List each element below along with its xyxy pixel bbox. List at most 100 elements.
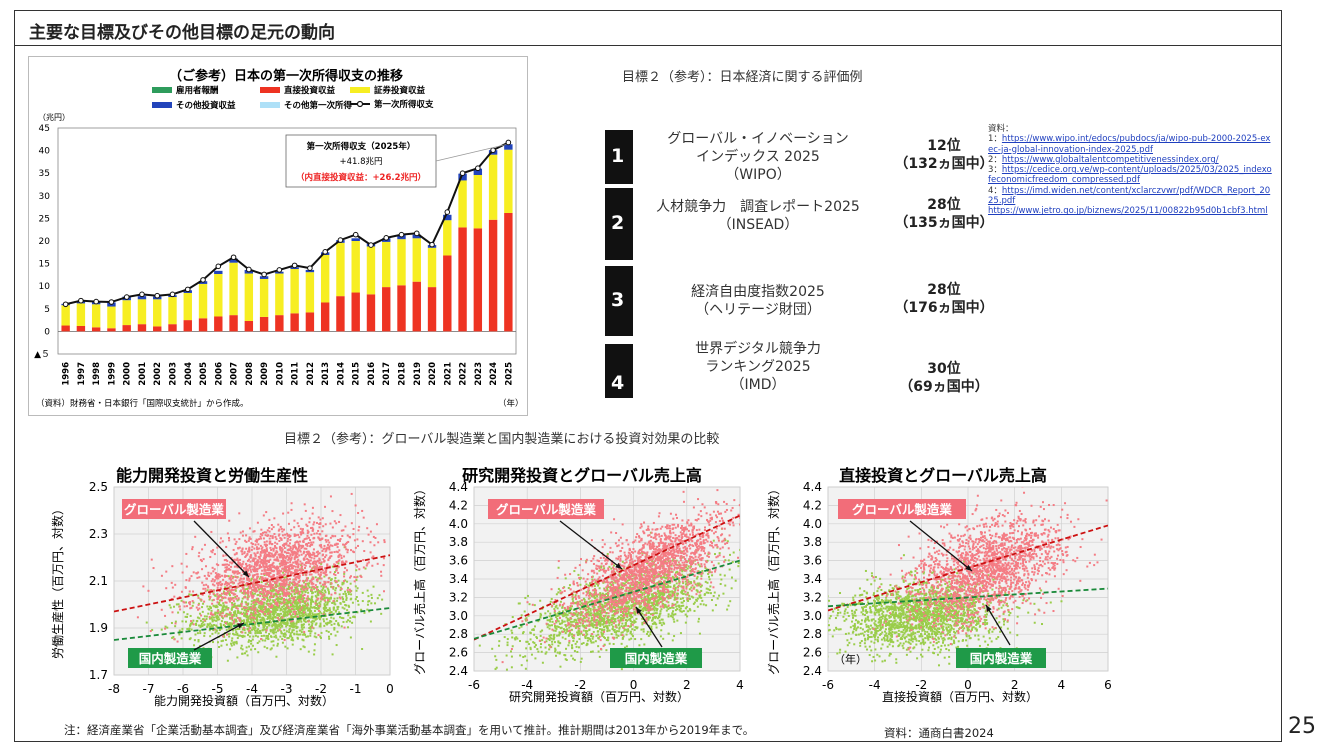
scatter-point bbox=[160, 628, 163, 631]
scatter-point bbox=[254, 634, 257, 637]
scatter-point bbox=[254, 568, 257, 571]
scatter-point bbox=[279, 607, 282, 610]
scatter-point bbox=[286, 537, 289, 540]
scatter-point bbox=[348, 605, 351, 608]
scatter-point bbox=[350, 549, 353, 552]
scatter-point bbox=[657, 599, 660, 602]
scatter-point bbox=[295, 554, 298, 557]
scatter-point bbox=[303, 617, 306, 620]
source-link[interactable]: https://www.wipo.int/edocs/pubdocs/ja/wi… bbox=[988, 134, 1271, 155]
scatter-point bbox=[273, 565, 276, 568]
scatter-point bbox=[308, 582, 311, 585]
scatter-point bbox=[305, 554, 308, 557]
scatter-point bbox=[210, 572, 213, 575]
scatter-point bbox=[252, 576, 255, 579]
scatter-point bbox=[263, 623, 266, 626]
scatter-point bbox=[251, 585, 254, 588]
scatter-point bbox=[286, 534, 289, 537]
scatter-point bbox=[265, 622, 268, 625]
scatter-point bbox=[259, 607, 262, 610]
x-tick-label: 2009 bbox=[260, 362, 270, 386]
scatter-point bbox=[256, 600, 259, 603]
scatter-point bbox=[263, 608, 266, 611]
scatter-point bbox=[325, 569, 328, 572]
scatter-point bbox=[587, 584, 590, 587]
bar-segment bbox=[427, 247, 437, 288]
scatter-point bbox=[371, 564, 374, 567]
source-link[interactable]: https://www.jetro.go.jp/biznews/2025/11/… bbox=[988, 206, 1268, 217]
scatter-point bbox=[234, 543, 237, 546]
scatter-point bbox=[268, 574, 271, 577]
scatter-point bbox=[275, 589, 278, 592]
scatter-point bbox=[259, 584, 262, 587]
scatter-point bbox=[310, 630, 313, 633]
scatter-point bbox=[305, 523, 308, 526]
scatter-point bbox=[241, 631, 244, 634]
scatter-point bbox=[303, 551, 306, 554]
scatter-point bbox=[307, 614, 310, 617]
scatter-point bbox=[340, 557, 343, 560]
scatter-point bbox=[329, 555, 332, 558]
scatter-point bbox=[603, 620, 606, 623]
scatter-point bbox=[241, 530, 244, 533]
legend-label: その他投資収益 bbox=[176, 100, 236, 111]
scatter-point bbox=[269, 635, 272, 638]
scatter-point bbox=[330, 620, 333, 623]
source-link[interactable]: https://www.globaltalentcompetitivenessi… bbox=[1001, 154, 1219, 165]
scatter-point bbox=[345, 560, 348, 563]
scatter-point bbox=[331, 653, 334, 656]
scatter-point bbox=[279, 525, 282, 528]
bar-segment bbox=[76, 303, 86, 326]
scatter-point bbox=[260, 537, 263, 540]
scatter-point bbox=[354, 585, 357, 588]
scatter-point bbox=[301, 628, 304, 631]
scatter-point bbox=[246, 615, 249, 618]
scatter-point bbox=[278, 623, 281, 626]
scatter-point bbox=[275, 547, 278, 550]
scatter-point bbox=[713, 591, 716, 594]
scatter-point bbox=[597, 609, 600, 612]
scatter-point bbox=[549, 600, 552, 603]
scatter-point bbox=[643, 620, 646, 623]
scatter-point bbox=[704, 566, 707, 569]
scatter-point bbox=[281, 564, 284, 567]
source-link[interactable]: https://imd.widen.net/content/xclarczvwr… bbox=[988, 185, 1271, 207]
scatter-point bbox=[383, 541, 386, 544]
bar-segment bbox=[168, 297, 177, 325]
scatter-point bbox=[297, 574, 300, 577]
scatter-point bbox=[231, 561, 234, 564]
scatter-point bbox=[197, 594, 200, 597]
scatter-point bbox=[565, 625, 568, 628]
scatter-point bbox=[275, 636, 278, 639]
scatter-point bbox=[279, 635, 282, 638]
source-link[interactable]: https://cedice.org.ve/wp-content/uploads… bbox=[988, 165, 1272, 186]
scatter-point bbox=[284, 608, 287, 611]
line-point bbox=[352, 231, 359, 238]
scatter-point bbox=[214, 611, 217, 614]
scatter-point bbox=[248, 631, 251, 634]
scatter-point bbox=[221, 574, 224, 577]
scatter-point bbox=[276, 609, 279, 612]
scatter-point bbox=[289, 561, 292, 564]
scatter-point bbox=[280, 560, 283, 563]
scatter-point bbox=[263, 556, 266, 559]
scatter-point bbox=[315, 555, 318, 558]
ranking-result-2: 28位 （135ヵ国中） bbox=[894, 197, 994, 231]
scatter-point bbox=[333, 573, 336, 576]
scatter-point bbox=[276, 614, 279, 617]
scatter-point bbox=[177, 611, 180, 614]
scatter-point bbox=[292, 613, 295, 616]
scatter-point bbox=[266, 617, 269, 620]
scatter-point bbox=[574, 613, 577, 616]
scatter-point bbox=[601, 634, 604, 637]
scatter-point bbox=[337, 585, 340, 588]
scatter-point bbox=[260, 561, 263, 564]
scatter-point bbox=[199, 625, 202, 628]
scatter-point bbox=[255, 582, 258, 585]
scatter-point bbox=[225, 588, 228, 591]
scatter-point bbox=[296, 561, 299, 564]
scatter-point bbox=[174, 620, 177, 623]
scatter-point bbox=[555, 616, 558, 619]
scatter-point bbox=[233, 538, 236, 541]
scatter-point bbox=[532, 641, 535, 644]
